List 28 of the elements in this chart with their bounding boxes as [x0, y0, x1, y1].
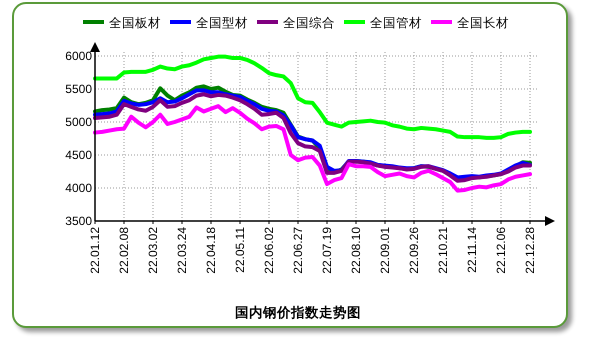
y-tick-label: 5500: [65, 82, 92, 96]
x-tick-label: 22.01.12: [88, 226, 102, 274]
x-tick-label: 22.04.18: [204, 226, 218, 274]
legend-label: 全国管材: [370, 15, 422, 30]
legend-label: 全国型材: [196, 15, 248, 30]
legend-label: 全国板材: [109, 15, 161, 30]
x-tick-label: 22.10.21: [436, 226, 450, 274]
y-tick-label: 4000: [65, 181, 92, 195]
legend-label: 全国长材: [457, 15, 509, 30]
x-tick-label: 22.11.14: [465, 226, 479, 273]
x-tick-label: 22.07.19: [320, 226, 334, 274]
y-tick-label: 4500: [65, 148, 92, 162]
text: 国内钢价指数走势图: [235, 305, 361, 321]
y-tick-label: 6000: [65, 49, 92, 63]
x-tick-label: 22.09.26: [407, 226, 421, 274]
x-tick-label: 22.12.28: [523, 226, 537, 274]
x-tick-label: 22.03.24: [175, 226, 189, 274]
y-tick-label: 3500: [65, 214, 92, 228]
x-tick-label: 22.03.02: [146, 226, 160, 274]
x-tick-label: 22.09.01: [378, 226, 392, 274]
legend-label: 全国综合: [283, 15, 335, 30]
x-tick-label: 22.08.10: [349, 226, 363, 274]
x-tick-label: 22.06.02: [262, 226, 276, 274]
y-tick-label: 5000: [65, 115, 92, 129]
x-tick-label: 22.05.11: [233, 226, 247, 273]
x-tick-label: 22.12.06: [494, 226, 508, 274]
x-tick-label: 22.06.27: [291, 226, 305, 274]
x-tick-label: 22.02.08: [117, 226, 131, 274]
